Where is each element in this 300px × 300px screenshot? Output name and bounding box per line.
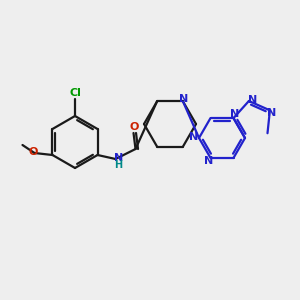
Text: N: N: [179, 94, 189, 104]
Text: N: N: [248, 95, 257, 105]
Text: N: N: [114, 153, 123, 163]
Text: O: O: [130, 122, 139, 132]
Text: H: H: [115, 160, 123, 170]
Text: N: N: [189, 132, 199, 142]
Text: Cl: Cl: [69, 88, 81, 98]
Text: O: O: [29, 147, 38, 157]
Text: N: N: [204, 156, 213, 166]
Text: N: N: [267, 108, 277, 118]
Text: N: N: [230, 109, 239, 119]
